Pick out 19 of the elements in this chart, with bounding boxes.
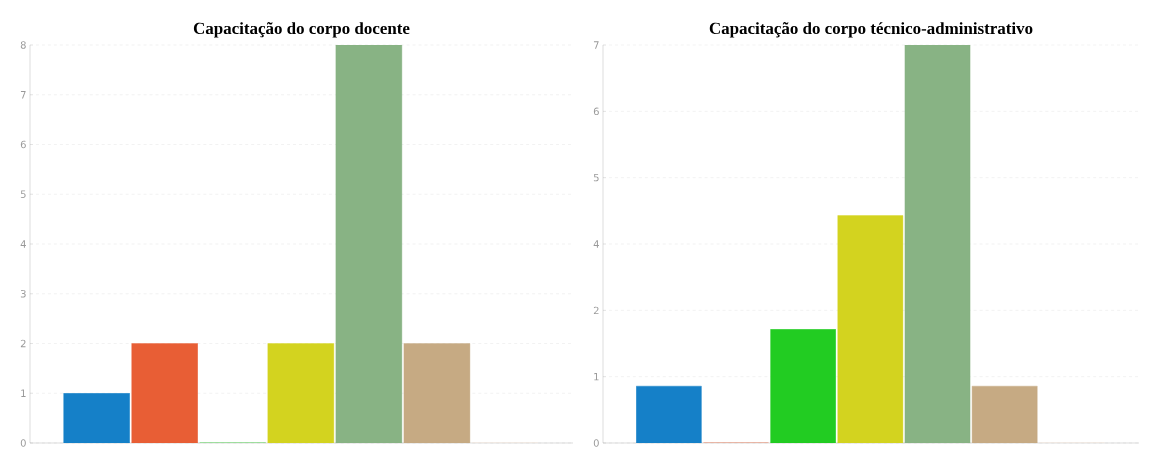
bar [904,45,971,444]
chart-title: Capacitação do corpo técnico-administrativo [709,22,1033,38]
y-tick-label: 3 [20,290,26,298]
y-tick-label: 0 [20,439,26,447]
y-tick-label: 8 [20,41,26,49]
y-tick-label: 1 [21,389,26,397]
y-tick-label: 1 [594,373,599,381]
y-tick-label: 4 [593,240,599,248]
y-tick-label: 6 [20,140,26,149]
y-tick-label: 2 [593,306,599,315]
y-tick-label: 0 [593,439,599,447]
y-tick-label: 6 [593,107,599,116]
y-tick-label: 7 [20,91,26,99]
y-tick-label: 2 [20,339,26,348]
y-tick-label: 5 [20,190,26,199]
chart-title: Capacitação do corpo docente [193,22,410,38]
y-tick-label: 7 [593,41,599,49]
y-tick-label: 5 [593,174,599,182]
y-tick-label: 4 [20,240,26,248]
